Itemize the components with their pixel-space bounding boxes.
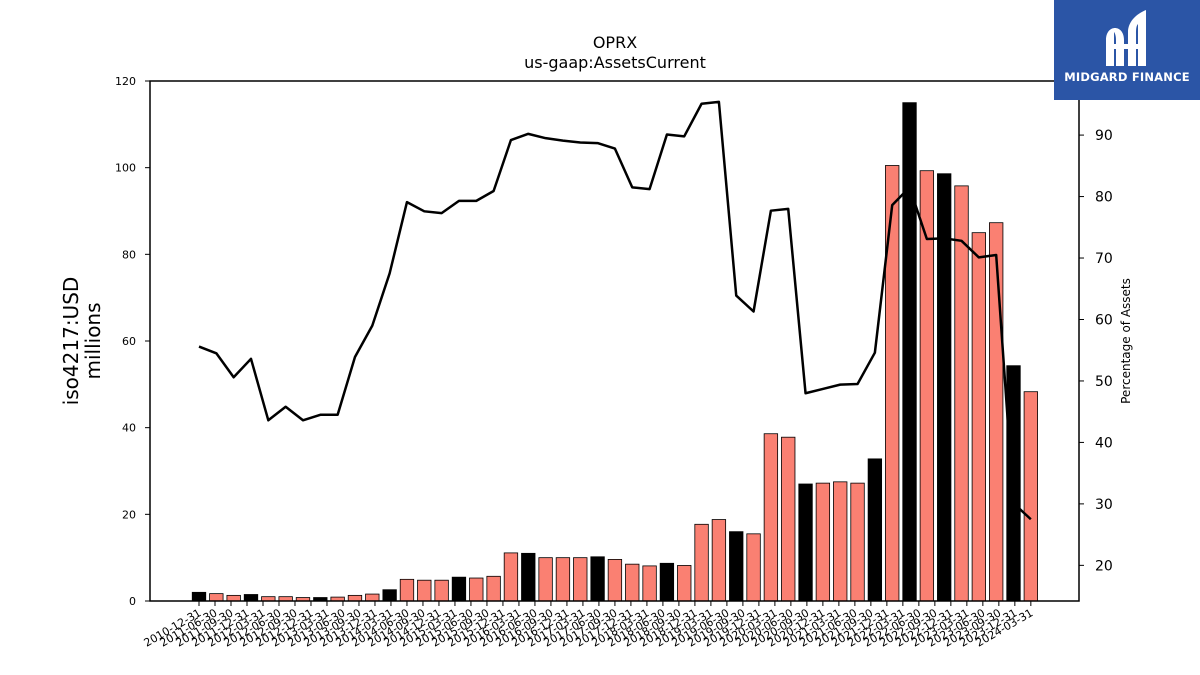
bar xyxy=(434,579,449,602)
bar xyxy=(902,102,917,602)
bar xyxy=(746,533,761,602)
bar xyxy=(815,482,831,602)
bar xyxy=(521,552,536,602)
bar xyxy=(607,559,623,602)
bar xyxy=(209,593,224,602)
left-tick-label: 0 xyxy=(129,595,136,608)
left-axis-label: iso4217:USD xyxy=(59,277,83,406)
bar xyxy=(1023,391,1038,602)
bar xyxy=(694,523,709,602)
bar xyxy=(711,519,727,602)
chart-subtitle: us-gaap:AssetsCurrent xyxy=(524,53,706,72)
left-axis-label-units: millions xyxy=(81,302,105,379)
right-tick-label: 40 xyxy=(1095,435,1113,451)
bar xyxy=(989,222,1004,602)
left-tick-label: 80 xyxy=(122,248,136,261)
left-tick-label: 20 xyxy=(122,508,136,521)
bar xyxy=(503,552,519,602)
bar xyxy=(971,232,986,602)
left-tick-label: 120 xyxy=(115,75,136,88)
right-axis-ticks: 20 30 40 50 60 70 80 90 xyxy=(1079,128,1113,574)
bar xyxy=(243,594,259,602)
bar xyxy=(486,575,501,602)
right-tick-label: 60 xyxy=(1095,312,1113,328)
bar xyxy=(469,577,484,602)
bar xyxy=(347,594,363,602)
bar xyxy=(625,563,640,602)
right-tick-label: 90 xyxy=(1095,128,1113,144)
bar xyxy=(833,481,848,602)
left-tick-label: 40 xyxy=(122,422,136,435)
bar xyxy=(729,531,744,602)
bar xyxy=(850,482,865,602)
right-tick-label: 50 xyxy=(1095,374,1113,390)
right-tick-label: 80 xyxy=(1095,190,1113,206)
bar xyxy=(781,436,796,602)
bar xyxy=(538,557,553,602)
right-axis-label: Percentage of Assets xyxy=(1119,278,1133,404)
logo-text: MIDGARD FINANCE xyxy=(1064,70,1190,84)
bar xyxy=(382,589,397,602)
bar xyxy=(885,165,900,602)
line-series xyxy=(198,100,1032,521)
bar xyxy=(954,185,969,602)
logo: MIDGARD FINANCE xyxy=(1054,0,1200,100)
bar xyxy=(365,593,380,602)
bar xyxy=(798,483,813,602)
percentage-line xyxy=(198,100,1032,521)
bar xyxy=(642,565,657,602)
bar xyxy=(451,576,467,602)
bar xyxy=(590,556,605,602)
bar xyxy=(659,562,675,602)
bar xyxy=(1006,365,1021,602)
right-tick-label: 20 xyxy=(1095,558,1113,574)
bar xyxy=(555,557,571,602)
left-tick-label: 100 xyxy=(115,162,136,175)
bar xyxy=(399,578,415,602)
bar xyxy=(677,565,692,602)
bar xyxy=(573,557,588,602)
right-tick-label: 30 xyxy=(1095,497,1113,513)
left-axis-ticks: 0 20 40 60 80 100 120 xyxy=(115,75,150,608)
bar xyxy=(191,591,207,602)
midgard-logo-icon xyxy=(1106,10,1146,66)
x-axis-ticks: 2010-12-312011-06-302011-09-302011-12-31… xyxy=(142,601,1035,650)
bar xyxy=(763,433,779,602)
bar-series xyxy=(191,102,1038,602)
bar xyxy=(417,579,432,602)
bar xyxy=(867,458,883,602)
right-tick-label: 70 xyxy=(1095,251,1113,267)
left-tick-label: 60 xyxy=(122,335,136,348)
chart-title: OPRX xyxy=(593,33,637,52)
bar xyxy=(226,594,241,602)
